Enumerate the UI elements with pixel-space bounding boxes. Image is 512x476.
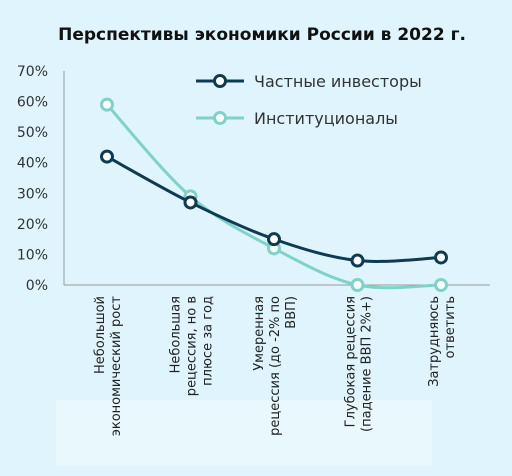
data-point	[434, 278, 448, 292]
y-tick-label: 60%	[17, 95, 48, 111]
x-tick-label-line: Глубокая рецессия	[344, 296, 359, 427]
x-tick-label-line: экономический рост	[109, 296, 124, 437]
legend-marker	[213, 74, 227, 88]
x-tick-label: Небольшая рецессия, но в плюсе за год	[169, 296, 216, 396]
data-point	[100, 97, 114, 112]
y-tick-label: 10%	[17, 247, 48, 263]
x-tick-label: Затрудняюсь ответить	[427, 296, 458, 387]
category-label-band	[56, 400, 432, 466]
legend-item: Частные инвесторы	[196, 72, 422, 91]
y-tick-label: 0%	[26, 278, 48, 294]
x-tick-label: Небольшой экономический рост	[93, 296, 124, 437]
x-tick-label-line: ответить	[443, 296, 458, 358]
y-tick-label: 40%	[17, 156, 48, 172]
legend-item: Институционалы	[196, 109, 398, 128]
x-tick-label-line: плюсе за год	[201, 296, 216, 386]
series-1	[100, 149, 448, 268]
data-point	[350, 253, 365, 268]
x-tick-label-line: Небольшая	[169, 296, 184, 373]
x-tick-label-line: ВВП)	[284, 296, 299, 329]
x-tick-label-line: (падение ВВП 2%+)	[360, 296, 375, 432]
y-tick-label: 50%	[17, 125, 48, 141]
data-point	[183, 195, 198, 210]
data-point	[267, 232, 281, 247]
chart-title: Перспективы экономики России в 2022 г.	[58, 25, 466, 45]
data-point	[100, 149, 114, 164]
data-point	[350, 278, 365, 292]
legend-marker	[213, 111, 227, 125]
legend-label: Частные инвесторы	[254, 72, 422, 91]
x-tick-label-line: Умеренная	[252, 296, 267, 371]
x-tick-label-line: Затрудняюсь	[427, 296, 442, 387]
data-point	[434, 250, 448, 265]
x-tick-label: Глубокая рецессия (падение ВВП 2%+)	[344, 296, 375, 432]
legend-label: Институционалы	[254, 109, 398, 128]
y-tick-label: 20%	[17, 217, 48, 233]
x-tick-label-line: рецессия (до -2% по	[268, 296, 283, 436]
x-tick-label-line: Небольшой	[93, 296, 108, 374]
x-tick-label: Умеренная рецессия (до -2% по ВВП)	[252, 296, 299, 436]
y-tick-label: 30%	[17, 186, 48, 202]
x-tick-label-line: рецессия, но в	[185, 296, 200, 396]
y-tick-label: 70%	[17, 64, 48, 80]
